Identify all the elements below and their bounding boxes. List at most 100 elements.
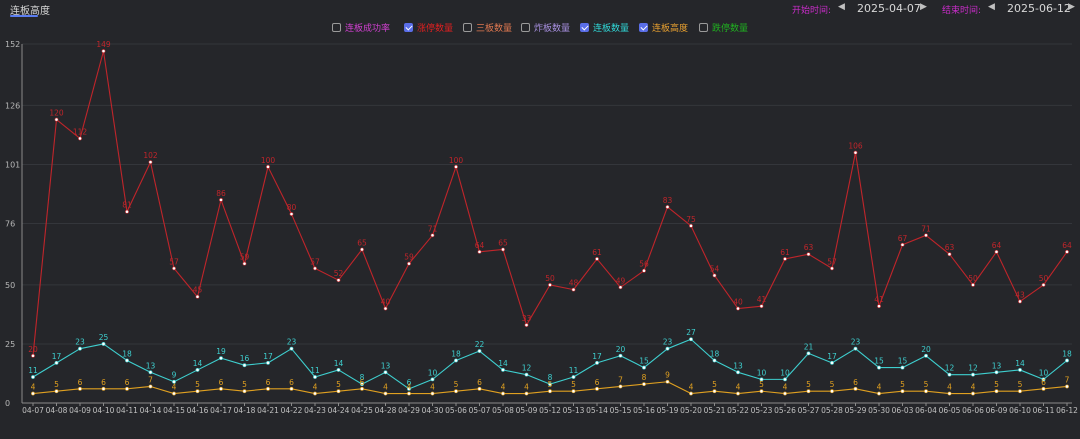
checkbox-checked-icon[interactable]: [639, 22, 648, 32]
data-point: [454, 389, 458, 394]
data-label: 9: [665, 371, 670, 380]
end-date-value[interactable]: 2025-06-12: [1007, 2, 1071, 15]
data-label: 23: [75, 338, 85, 347]
legend-item-5[interactable]: 连板高度: [639, 20, 688, 34]
data-label: 5: [1018, 380, 1023, 389]
data-label: 22: [475, 340, 485, 349]
data-point: [1041, 386, 1046, 391]
data-label: 9: [172, 371, 177, 380]
legend-item-3[interactable]: 炸板数量: [521, 20, 570, 34]
data-label: 12: [968, 364, 978, 373]
data-label: 64: [475, 241, 485, 250]
data-point: [595, 386, 599, 391]
data-point: [360, 386, 364, 391]
data-point: [924, 389, 928, 394]
checkbox-unchecked-icon[interactable]: [699, 22, 708, 32]
data-point: [877, 365, 881, 370]
x-tick-label: 05-29: [845, 406, 867, 415]
checkbox-unchecked-icon[interactable]: [463, 22, 472, 32]
data-label: 61: [592, 248, 602, 257]
data-point: [313, 266, 317, 271]
data-point: [148, 370, 153, 375]
data-label: 50: [968, 274, 978, 283]
start-date-next-icon[interactable]: ▶: [920, 2, 927, 12]
x-tick-label: 04-15: [163, 406, 185, 415]
data-point: [219, 386, 223, 391]
data-label: 33: [522, 314, 532, 323]
data-point: [289, 346, 294, 351]
data-point: [477, 349, 482, 353]
x-tick-label: 04-16: [187, 406, 209, 415]
data-point: [947, 391, 952, 396]
start-date-value[interactable]: 2025-04-07: [857, 2, 921, 15]
x-tick-label: 04-29: [398, 406, 420, 415]
data-label: 4: [313, 383, 318, 392]
data-point: [477, 249, 482, 254]
data-label: 18: [122, 349, 132, 358]
data-label: 14: [1015, 359, 1025, 368]
data-point: [830, 266, 834, 271]
checkbox-checked-icon[interactable]: [404, 22, 413, 32]
data-label: 54: [710, 264, 720, 273]
data-point: [501, 368, 505, 372]
legend-label: 跌停数量: [712, 23, 749, 34]
legend-item-1[interactable]: 涨停数量: [404, 20, 453, 34]
data-point: [595, 257, 599, 261]
data-point: [383, 306, 388, 311]
data-label: 14: [498, 359, 508, 368]
data-point: [383, 391, 388, 396]
data-label: 4: [947, 383, 952, 392]
data-label: 6: [289, 378, 294, 387]
data-label: 18: [710, 349, 720, 358]
data-label: 17: [263, 352, 273, 361]
data-label: 21: [804, 342, 814, 351]
legend-item-0[interactable]: 连板成功率: [332, 20, 390, 34]
data-point: [736, 306, 740, 311]
data-label: 20: [616, 345, 626, 354]
data-point: [266, 164, 270, 169]
legend-item-2[interactable]: 三板数量: [463, 20, 512, 34]
legend-label: 连板数量: [593, 23, 630, 34]
data-label: 4: [383, 383, 388, 392]
data-point: [830, 389, 834, 394]
data-label: 10: [1039, 368, 1049, 377]
data-label: 57: [310, 257, 320, 266]
x-tick-label: 05-23: [751, 406, 773, 415]
data-point: [994, 249, 999, 254]
data-point: [336, 368, 341, 372]
data-label: 5: [806, 380, 811, 389]
data-label: 8: [360, 373, 365, 382]
legend-item-4[interactable]: 连板数量: [580, 20, 629, 34]
x-tick-label: 04-22: [281, 406, 303, 415]
y-tick-label: 126: [5, 101, 20, 110]
data-point: [689, 391, 693, 396]
tab-lianban-height[interactable]: 连板高度: [10, 6, 50, 17]
data-point: [759, 377, 764, 382]
x-tick-label: 05-14: [586, 406, 608, 415]
data-label: 5: [830, 380, 835, 389]
checkbox-checked-icon[interactable]: [580, 22, 589, 32]
data-point: [78, 346, 82, 351]
data-label: 81: [122, 201, 132, 210]
checkbox-unchecked-icon[interactable]: [521, 22, 530, 32]
x-tick-label: 05-08: [492, 406, 514, 415]
data-point: [1041, 377, 1046, 382]
data-point: [806, 389, 811, 394]
x-tick-label: 05-13: [563, 406, 585, 415]
data-label: 5: [242, 380, 247, 389]
data-label: 59: [404, 253, 414, 262]
data-point: [219, 197, 223, 202]
data-point: [665, 346, 670, 351]
x-tick-label: 04-18: [234, 406, 256, 415]
legend-item-6[interactable]: 跌停数量: [699, 20, 748, 34]
data-label: 41: [874, 295, 884, 304]
data-point: [759, 304, 764, 309]
start-date-prev-icon[interactable]: ◀: [838, 2, 845, 12]
data-point: [1018, 389, 1022, 394]
data-label: 23: [287, 338, 297, 347]
end-date-next-icon[interactable]: ▶: [1068, 2, 1075, 12]
data-label: 120: [49, 109, 64, 118]
y-tick-label: 101: [5, 160, 20, 169]
checkbox-unchecked-icon[interactable]: [332, 22, 341, 32]
end-date-prev-icon[interactable]: ◀: [988, 2, 995, 12]
